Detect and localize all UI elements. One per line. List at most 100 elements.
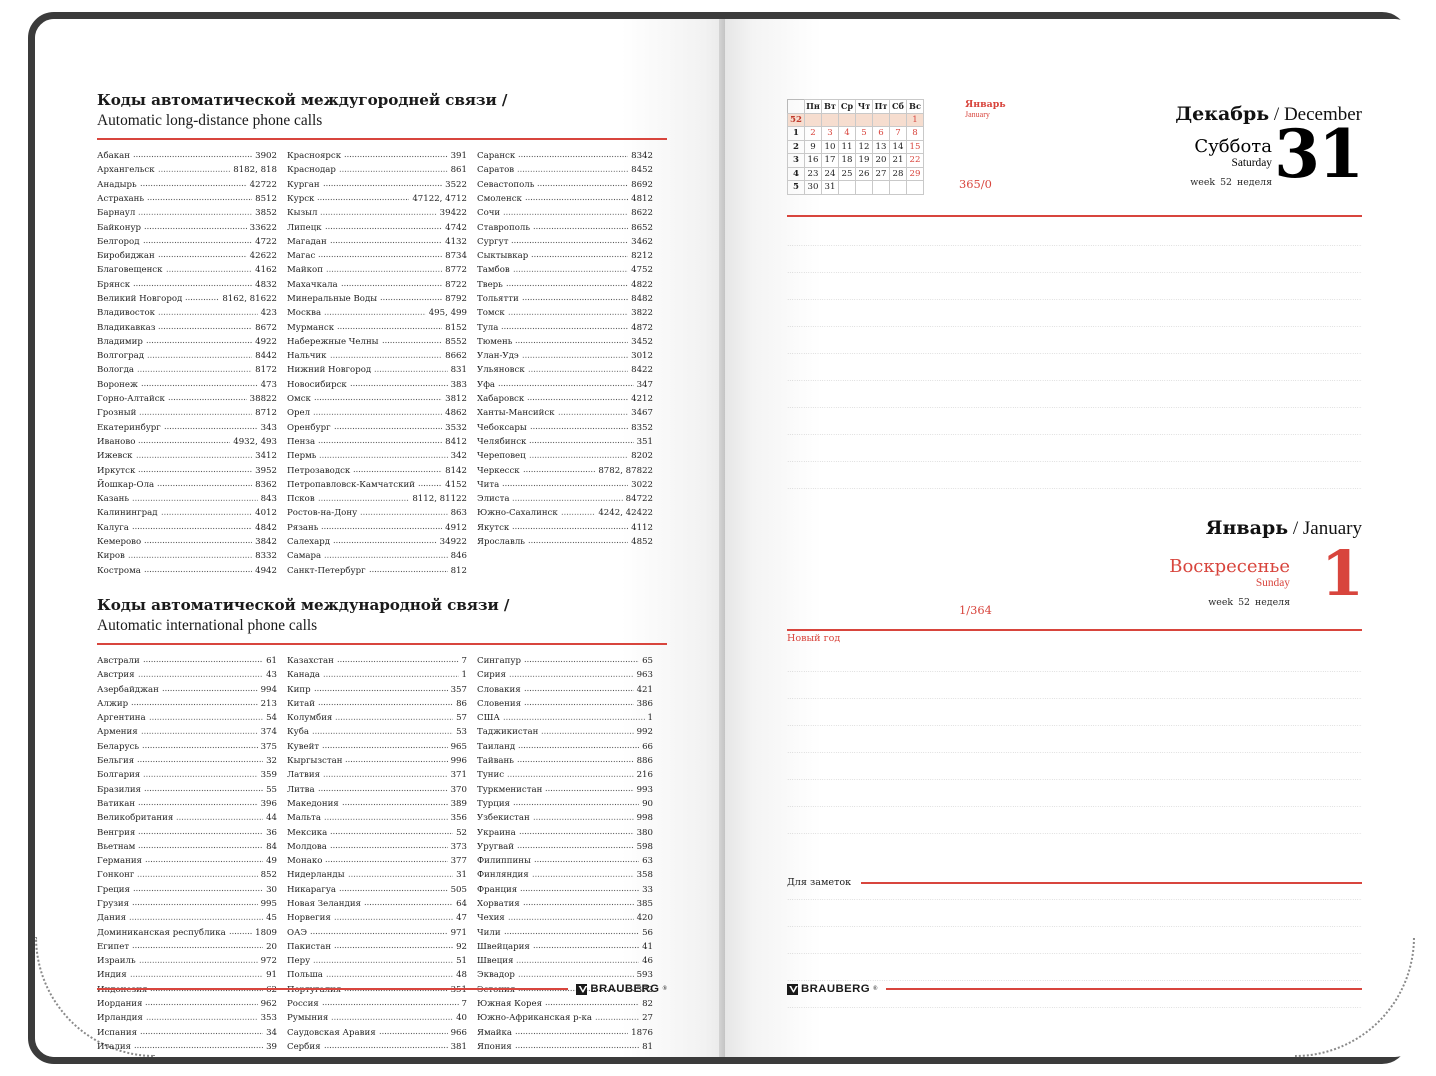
minical-day-cell[interactable]: [855, 112, 873, 127]
writing-line[interactable]: [787, 899, 1362, 900]
minical-day-cell[interactable]: 19: [855, 153, 873, 168]
writing-lines-january[interactable]: [787, 671, 1362, 860]
code-entry-name: Владимир: [97, 336, 143, 347]
minical-day-cell[interactable]: [838, 112, 856, 127]
minical-day-cell[interactable]: 9: [804, 139, 822, 154]
minical-day-cell[interactable]: 1: [906, 112, 924, 127]
writing-line[interactable]: [787, 980, 1362, 981]
minical-day-cell[interactable]: [872, 112, 890, 127]
code-entry-name: Оренбург: [287, 422, 331, 433]
minical-day-cell[interactable]: 21: [889, 153, 907, 168]
code-entry-name: Санкт-Петербург: [287, 565, 366, 576]
writing-line[interactable]: [787, 806, 1362, 807]
leader-dots: [340, 277, 443, 287]
leader-dots: [505, 277, 629, 287]
code-entry-name: Курган: [287, 179, 320, 190]
code-entry-value: 90: [642, 798, 653, 809]
minical-day-cell[interactable]: 2: [804, 126, 822, 141]
code-entry-value: 8452: [631, 165, 653, 176]
mini-calendar[interactable]: Пн Вт Ср Чт Пт Сб Вс 52 1 1 2 3 4 5 6 7 8 2 9 10 11 12 13 14 15 3…: [787, 99, 924, 195]
writing-line[interactable]: [787, 299, 1362, 300]
writing-line[interactable]: [787, 725, 1362, 726]
code-entry-name: Хабаровск: [477, 394, 525, 405]
leader-dots: [143, 563, 253, 573]
minical-day-cell[interactable]: 3: [821, 126, 839, 141]
minical-day-cell[interactable]: 28: [889, 166, 907, 181]
writing-lines-notes[interactable]: [787, 899, 1362, 1034]
minical-day-cell[interactable]: 14: [889, 139, 907, 154]
writing-line[interactable]: [787, 671, 1362, 672]
writing-line[interactable]: [787, 779, 1362, 780]
leader-dots: [139, 177, 247, 187]
code-entry-value: 3952: [255, 465, 277, 476]
minical-day-cell[interactable]: 20: [872, 153, 890, 168]
code-entry: Грузия 995: [97, 896, 287, 911]
minical-day-cell[interactable]: 11: [838, 139, 856, 154]
code-entry-value: 4132: [445, 236, 467, 247]
writing-line[interactable]: [787, 488, 1362, 489]
minical-day-cell[interactable]: [821, 112, 839, 127]
minical-day-cell[interactable]: 18: [838, 153, 856, 168]
writing-line[interactable]: [787, 926, 1362, 927]
writing-line[interactable]: [787, 698, 1362, 699]
writing-line[interactable]: [787, 272, 1362, 273]
writing-line[interactable]: [787, 461, 1362, 462]
minical-day-cell[interactable]: 5: [855, 126, 873, 141]
minical-day-cell[interactable]: 25: [838, 166, 856, 181]
minical-day-cell[interactable]: 12: [855, 139, 873, 154]
minical-day-cell[interactable]: 23: [804, 166, 822, 181]
writing-line[interactable]: [787, 1007, 1362, 1008]
brand-name: BRAUBERG: [801, 983, 871, 995]
writing-line[interactable]: [787, 953, 1362, 954]
minical-day-cell[interactable]: [804, 112, 822, 127]
minical-day-cell[interactable]: 7: [889, 126, 907, 141]
minical-day-cell[interactable]: [838, 180, 856, 195]
writing-line[interactable]: [787, 434, 1362, 435]
code-entry-value: 505: [450, 884, 467, 895]
minical-day-cell[interactable]: 8: [906, 126, 924, 141]
minical-day-cell[interactable]: 16: [804, 153, 822, 168]
minical-day-cell[interactable]: [855, 180, 873, 195]
writing-line[interactable]: [787, 380, 1362, 381]
minical-day-cell[interactable]: 30: [804, 180, 822, 195]
minical-day-cell[interactable]: [889, 180, 907, 195]
code-entry: Таджикистан 992: [477, 725, 663, 739]
minical-day-cell[interactable]: 4: [838, 126, 856, 141]
minical-day-cell[interactable]: [889, 112, 907, 127]
code-entry-name: Молдова: [287, 841, 327, 852]
code-entry-name: Южная Корея: [477, 999, 542, 1010]
minical-day-cell[interactable]: [906, 180, 924, 195]
minical-day-cell[interactable]: 24: [821, 166, 839, 181]
writing-line[interactable]: [787, 752, 1362, 753]
minical-day-cell[interactable]: 13: [872, 139, 890, 154]
minical-day-cell[interactable]: 31: [821, 180, 839, 195]
writing-line[interactable]: [787, 407, 1362, 408]
code-entry-value: 965: [450, 741, 467, 752]
minical-day-cell[interactable]: 6: [872, 126, 890, 141]
week-number-line: week 52 неделя: [1169, 597, 1290, 608]
leader-dots: [529, 420, 629, 430]
minical-day-cell[interactable]: 27: [872, 166, 890, 181]
minical-day-cell[interactable]: 10: [821, 139, 839, 154]
minical-day-cell[interactable]: 22: [906, 153, 924, 168]
code-entry-name: Украина: [477, 827, 516, 838]
code-entry-value: 391: [450, 151, 467, 162]
leader-dots: [133, 277, 253, 287]
code-entry: Кыргызстан 996: [287, 754, 477, 768]
writing-line[interactable]: [787, 245, 1362, 246]
brauberg-checkmark-icon: [576, 983, 588, 995]
minical-day-cell[interactable]: 26: [855, 166, 873, 181]
leader-dots: [140, 1025, 264, 1035]
writing-line[interactable]: [787, 353, 1362, 354]
code-entry: Ханты-Мансийск 3467: [477, 406, 663, 420]
minical-day-cell[interactable]: 15: [906, 139, 924, 154]
leader-dots: [317, 696, 454, 706]
writing-line[interactable]: [787, 833, 1362, 834]
writing-lines-december[interactable]: [787, 245, 1362, 515]
writing-line[interactable]: [787, 326, 1362, 327]
minical-day-cell[interactable]: 17: [821, 153, 839, 168]
minical-day-cell[interactable]: [872, 180, 890, 195]
minical-day-cell[interactable]: 29: [906, 166, 924, 181]
code-entry-value: 8172: [255, 365, 277, 376]
code-entry: Украина 380: [477, 825, 663, 840]
